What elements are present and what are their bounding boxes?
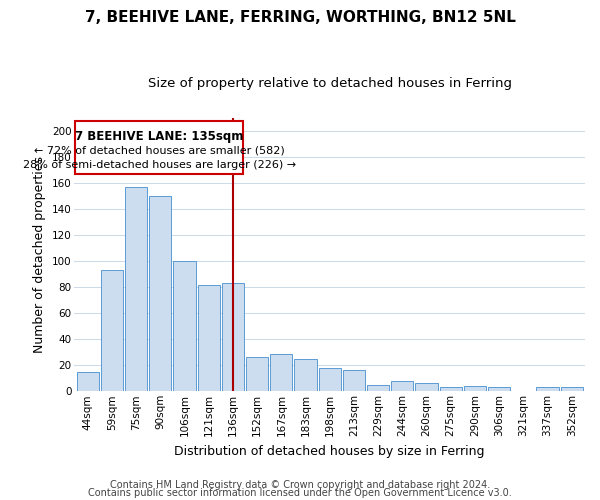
Text: 28% of semi-detached houses are larger (226) →: 28% of semi-detached houses are larger (… [23, 160, 296, 170]
Bar [295, 358, 317, 392]
Bar [222, 284, 244, 392]
Title: Size of property relative to detached houses in Ferring: Size of property relative to detached ho… [148, 78, 512, 90]
Bar [488, 388, 510, 392]
Bar [560, 388, 583, 392]
Bar [536, 388, 559, 392]
Bar [391, 381, 413, 392]
X-axis label: Distribution of detached houses by size in Ferring: Distribution of detached houses by size … [175, 444, 485, 458]
Y-axis label: Number of detached properties: Number of detached properties [34, 156, 46, 353]
Bar [440, 388, 462, 392]
Bar [415, 384, 437, 392]
Bar [77, 372, 99, 392]
Bar [246, 358, 268, 392]
Bar [197, 284, 220, 392]
Bar [149, 196, 172, 392]
Text: 7, BEEHIVE LANE, FERRING, WORTHING, BN12 5NL: 7, BEEHIVE LANE, FERRING, WORTHING, BN12… [85, 10, 515, 25]
Bar [367, 385, 389, 392]
Bar [319, 368, 341, 392]
Bar [270, 354, 292, 392]
Text: ← 72% of detached houses are smaller (582): ← 72% of detached houses are smaller (58… [34, 146, 284, 156]
Text: Contains HM Land Registry data © Crown copyright and database right 2024.: Contains HM Land Registry data © Crown c… [110, 480, 490, 490]
Text: Contains public sector information licensed under the Open Government Licence v3: Contains public sector information licen… [88, 488, 512, 498]
Bar [125, 187, 147, 392]
Bar [173, 261, 196, 392]
Text: 7 BEEHIVE LANE: 135sqm: 7 BEEHIVE LANE: 135sqm [75, 130, 244, 143]
Bar [464, 386, 486, 392]
FancyBboxPatch shape [75, 120, 243, 174]
Bar [101, 270, 123, 392]
Bar [343, 370, 365, 392]
